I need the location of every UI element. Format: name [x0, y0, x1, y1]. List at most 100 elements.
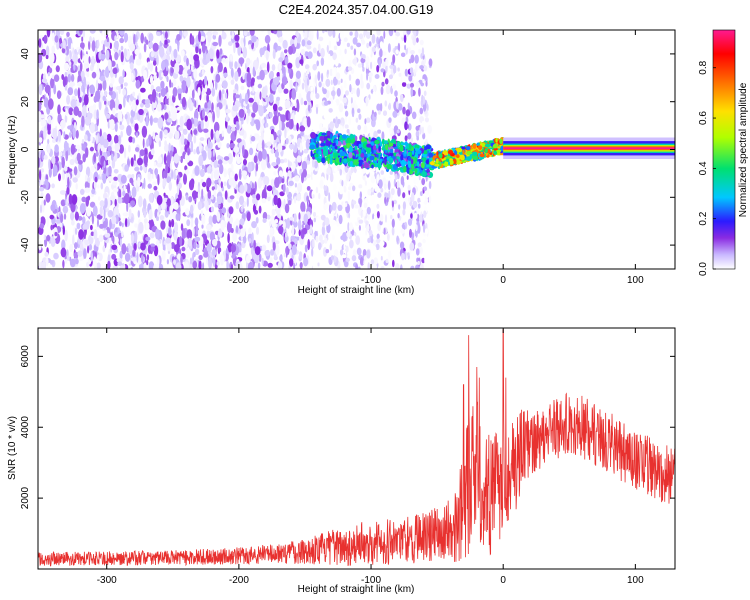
heatmap-cell [43, 128, 47, 141]
colorbar-label: Normalized spectral amplitude [738, 82, 749, 217]
heatmap-cell [397, 67, 400, 72]
heatmap-cell [380, 170, 385, 175]
heatmap-cell [412, 200, 418, 209]
heatmap-cell [120, 51, 124, 63]
heatmap-cell [269, 133, 274, 144]
heatmap-cell [88, 244, 93, 251]
heatmap-cell [131, 173, 135, 179]
heatmap-cell [111, 143, 114, 151]
heatmap-cell [283, 158, 288, 163]
heatmap-cell [277, 213, 282, 219]
heatmap-cell [114, 236, 119, 244]
heatmap-cell [410, 87, 414, 98]
heatmap-cell [415, 248, 420, 256]
heatmap-cell [386, 30, 389, 37]
heatmap-cell [283, 88, 289, 94]
heatmap-cell [86, 220, 90, 226]
heatmap-cell [245, 57, 251, 66]
heatmap-cell [329, 156, 333, 161]
heatmap-cell [284, 49, 288, 54]
heatmap-cell [121, 222, 124, 228]
heatmap-cell [92, 205, 98, 217]
heatmap-cell [376, 233, 380, 240]
heatmap-cell [93, 229, 98, 241]
heatmap-cell [333, 184, 337, 191]
heatmap-cell [47, 72, 51, 77]
heatmap-cell [356, 87, 361, 98]
heatmap-cell [309, 224, 313, 235]
heatmap-cell [201, 214, 206, 225]
heatmap-cell [263, 175, 270, 186]
heatmap-cell [343, 242, 346, 251]
heatmap-cell [175, 262, 182, 269]
heatmap-cell [369, 127, 374, 138]
heatmap-cell [409, 82, 415, 88]
heatmap-cell [199, 137, 205, 142]
heatmap-cell [161, 72, 164, 78]
heatmap-cell [372, 145, 377, 151]
heatmap-cell [288, 243, 292, 250]
heatmap-cell [100, 53, 106, 60]
heatmap-cell [75, 258, 79, 265]
heatmap-cell [190, 217, 194, 228]
heatmap-cell [328, 233, 332, 241]
heatmap-cell [76, 222, 81, 230]
heatmap-cell [187, 69, 192, 75]
heatmap-cell [355, 78, 361, 86]
heatmap-cell [388, 157, 394, 164]
heatmap-cell [129, 62, 134, 70]
heatmap-cell [379, 48, 383, 58]
heatmap-cell [194, 165, 200, 177]
heatmap-cell [273, 30, 278, 35]
heatmap-cell [162, 177, 167, 187]
heatmap-cell [166, 198, 171, 207]
heatmap-cell [415, 125, 420, 131]
heatmap-cell [272, 49, 276, 60]
heatmap-cell [306, 78, 310, 86]
heatmap-cell [261, 119, 265, 124]
heatmap-cell [64, 71, 68, 77]
heatmap-cell [293, 262, 296, 269]
heatmap-cell [95, 151, 99, 157]
heatmap-cell [208, 257, 213, 269]
heatmap-cell [105, 229, 108, 235]
heatmap-cell [406, 175, 409, 180]
x-tick-label: -200 [229, 275, 249, 286]
heatmap-cell [316, 153, 319, 158]
heatmap-cell [212, 238, 218, 247]
heatmap-cell [267, 262, 273, 268]
heatmap-cell [266, 234, 270, 244]
heatmap-cell [242, 144, 245, 157]
heatmap-cell [261, 148, 267, 160]
heatmap-cell [83, 53, 90, 64]
heatmap-cell [215, 73, 221, 83]
heatmap-cell [127, 243, 131, 249]
heatmap-cell [99, 135, 105, 146]
heatmap-cell [135, 79, 141, 89]
heatmap-cell [325, 78, 331, 87]
heatmap-cell [176, 34, 181, 41]
heatmap-cell [318, 242, 322, 251]
heatmap-cell [152, 131, 156, 140]
heatmap-cell [384, 196, 387, 204]
heatmap-cell [243, 235, 247, 244]
heatmap-cell [302, 169, 307, 178]
heatmap-cell [447, 150, 454, 155]
heatmap-cell [422, 96, 426, 105]
heatmap-cell [404, 149, 407, 155]
heatmap-cell [335, 116, 338, 122]
heatmap-cell [320, 142, 326, 147]
heatmap-cell [89, 146, 94, 152]
heatmap-cell [90, 224, 93, 231]
heatmap-cell [291, 88, 297, 100]
heatmap-cell [343, 80, 347, 89]
heatmap-cell [371, 164, 374, 169]
heatmap-cell [156, 195, 163, 205]
heatmap-cell [349, 133, 354, 140]
heatmap-cell [182, 128, 188, 135]
heatmap-cell [217, 83, 221, 91]
heatmap-cell [340, 165, 343, 170]
heatmap-cell [267, 30, 271, 36]
heatmap-cell [210, 128, 214, 141]
heatmap-cell [414, 54, 419, 64]
